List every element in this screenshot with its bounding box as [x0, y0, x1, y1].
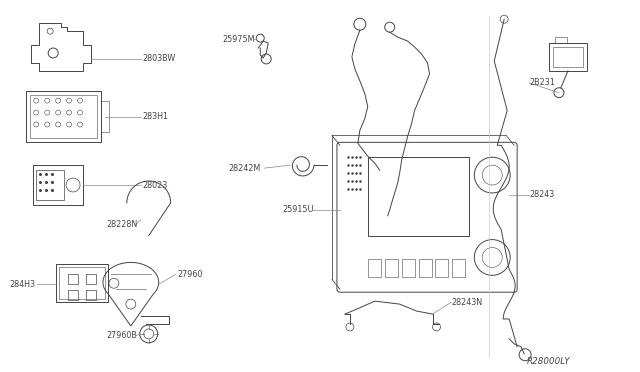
Text: 28228N: 28228N — [106, 220, 137, 229]
Text: 28243: 28243 — [529, 190, 554, 199]
Bar — [36, 170, 63, 200]
Text: 283H1: 283H1 — [143, 112, 169, 121]
Bar — [101, 101, 109, 132]
Text: 2B231: 2B231 — [529, 78, 555, 87]
Text: 284H3: 284H3 — [10, 280, 35, 289]
Bar — [553, 47, 583, 67]
Bar — [68, 274, 78, 284]
Bar — [385, 259, 397, 277]
Bar — [30, 95, 97, 138]
Text: R28000LY: R28000LY — [527, 357, 571, 366]
Bar — [86, 290, 96, 300]
Bar — [56, 264, 108, 302]
Text: 27960: 27960 — [178, 270, 203, 279]
Bar — [68, 290, 78, 300]
Text: 25915U: 25915U — [282, 205, 314, 214]
Bar — [86, 274, 96, 284]
Bar — [549, 43, 587, 71]
Text: 28023: 28023 — [143, 180, 168, 189]
Bar — [555, 37, 567, 43]
Bar — [33, 165, 83, 205]
Bar — [402, 259, 415, 277]
Bar — [26, 91, 101, 142]
Text: 25975M: 25975M — [223, 35, 255, 44]
Bar — [419, 259, 431, 277]
Bar — [59, 267, 105, 299]
Text: 28243N: 28243N — [451, 298, 483, 307]
Bar — [452, 259, 465, 277]
Text: 28242M: 28242M — [228, 164, 260, 173]
Text: 2803BW: 2803BW — [143, 54, 176, 64]
Bar — [368, 157, 469, 236]
Bar — [368, 259, 381, 277]
Bar — [435, 259, 449, 277]
Text: 27960B: 27960B — [106, 331, 137, 340]
